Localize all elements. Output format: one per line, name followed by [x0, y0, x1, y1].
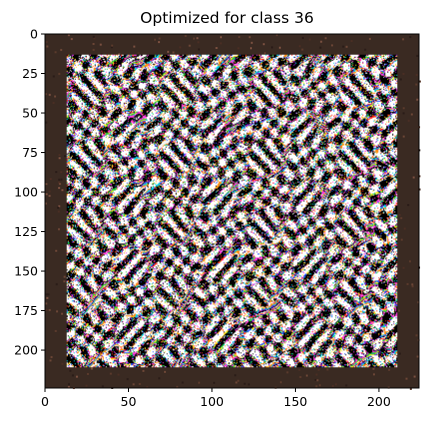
y-tick-label: 150 [14, 264, 38, 279]
x-tick-label: 100 [200, 394, 224, 409]
y-tick-label: 50 [22, 106, 38, 121]
x-tick-label: 200 [367, 394, 391, 409]
noise-image [66, 54, 398, 368]
figure-title: Optimized for class 36 [140, 9, 314, 27]
y-tick-label: 125 [14, 224, 38, 239]
y-tick-label: 0 [30, 27, 38, 42]
y-tick-label: 25 [22, 66, 38, 81]
y-axis: 0 25 50 75 100 125 150 175 200 [14, 27, 45, 358]
image-border-texture [45, 34, 421, 390]
x-axis: 0 50 100 150 200 [41, 388, 391, 409]
x-tick-label: 50 [121, 394, 137, 409]
y-tick-label: 75 [22, 145, 38, 160]
axes-frame [44, 33, 420, 389]
noise-pattern [66, 54, 398, 368]
image-plot [44, 33, 421, 390]
x-tick-label: 150 [284, 394, 308, 409]
x-tick-label: 0 [41, 394, 49, 409]
y-tick-label: 175 [14, 303, 38, 318]
y-tick-label: 100 [14, 185, 38, 200]
y-tick-label: 200 [14, 343, 38, 358]
